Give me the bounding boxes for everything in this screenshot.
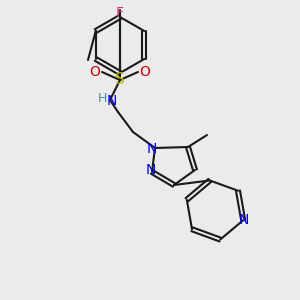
Text: O: O — [140, 65, 150, 79]
Text: N: N — [239, 213, 249, 227]
Text: O: O — [90, 65, 101, 79]
Text: F: F — [116, 6, 124, 20]
Text: N: N — [146, 163, 156, 177]
Text: S: S — [115, 73, 125, 88]
Text: N: N — [107, 94, 117, 108]
Text: N: N — [147, 142, 157, 156]
Text: H: H — [97, 92, 107, 106]
